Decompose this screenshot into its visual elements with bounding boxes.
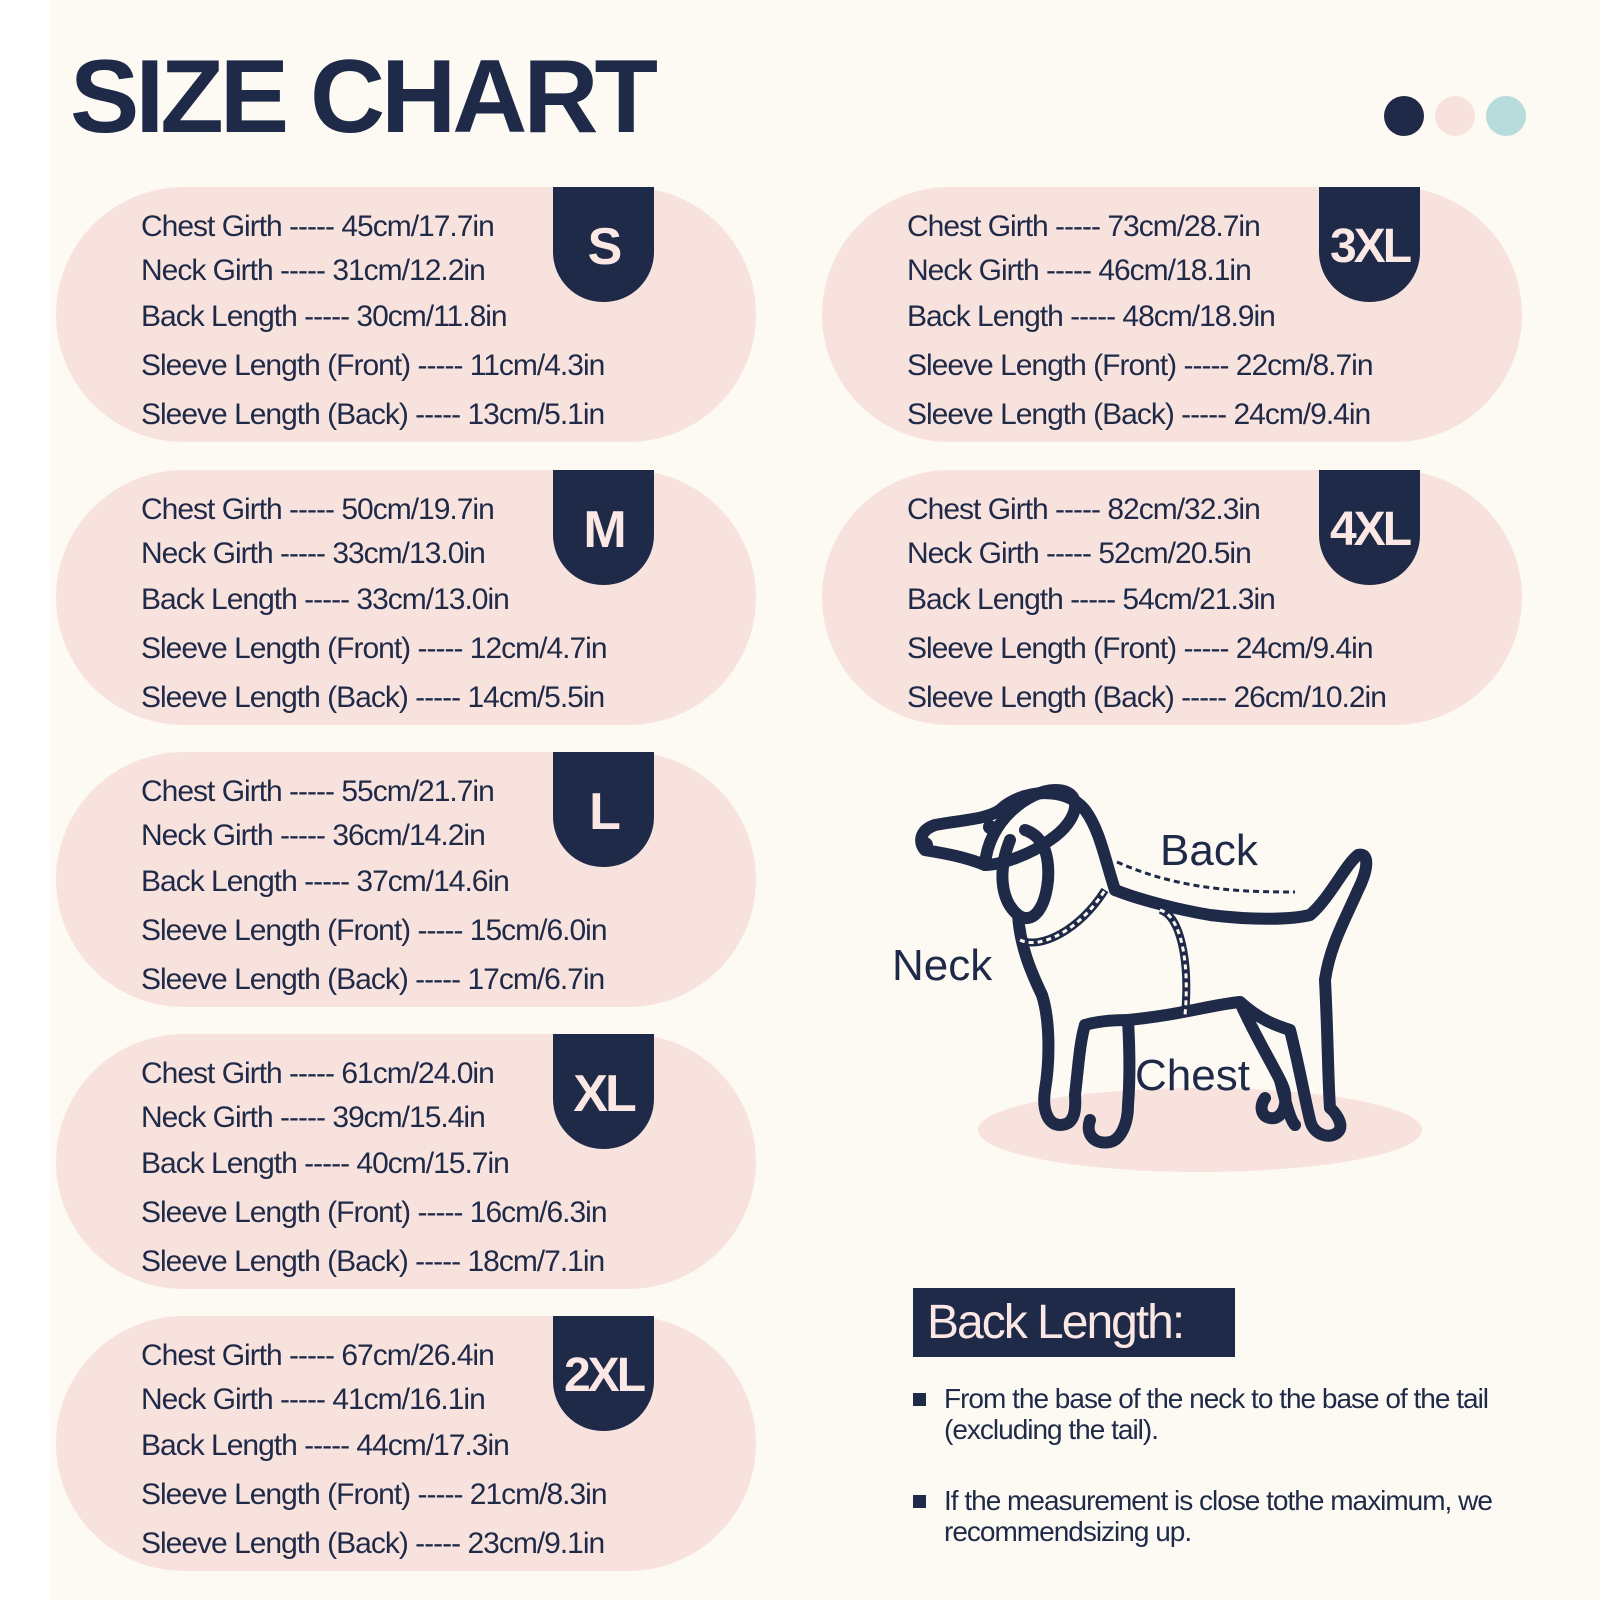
measurement-row: Sleeve Length (Back) ----- 17cm/6.7in <box>141 963 605 996</box>
measurement-row: Neck Girth ----- 39cm/15.4in <box>141 1101 486 1134</box>
measurement-row: Chest Girth ----- 67cm/26.4in <box>141 1339 495 1372</box>
size-badge: 2XL <box>553 1316 654 1431</box>
note-text: From the base of the neck to the base of… <box>944 1383 1489 1445</box>
note-item: If the measurement is close tothe maximu… <box>913 1485 1553 1547</box>
measurement-row: Back Length ----- 40cm/15.7in <box>141 1147 510 1180</box>
measurement-row: Back Length ----- 37cm/14.6in <box>141 865 510 898</box>
measurement-row: Sleeve Length (Back) ----- 18cm/7.1in <box>141 1245 605 1278</box>
size-card-2xl: Chest Girth ----- 67cm/26.4in Neck Girth … <box>56 1316 756 1571</box>
measurement-row: Chest Girth ----- 50cm/19.7in <box>141 493 495 526</box>
label-back: Back <box>1160 826 1259 875</box>
measurement-row: Sleeve Length (Back) ----- 23cm/9.1in <box>141 1527 605 1560</box>
measurement-list: Chest Girth ----- 67cm/26.4in Neck Girth … <box>141 1334 608 1568</box>
measurement-row: Neck Girth ----- 33cm/13.0in <box>141 537 486 570</box>
measurement-list: Chest Girth ----- 50cm/19.7in Neck Girth … <box>141 488 608 722</box>
measure-lines <box>1018 860 1296 1016</box>
measurement-row: Sleeve Length (Front) ----- 16cm/6.3in <box>141 1196 608 1229</box>
measurement-row: Neck Girth ----- 46cm/18.1in <box>907 254 1252 287</box>
measurement-row: Sleeve Length (Back) ----- 26cm/10.2in <box>907 681 1387 714</box>
label-chest: Chest <box>1135 1051 1250 1100</box>
measurement-row: Sleeve Length (Front) ----- 22cm/8.7in <box>907 349 1374 382</box>
measurement-row: Neck Girth ----- 36cm/14.2in <box>141 819 486 852</box>
label-neck: Neck <box>892 941 993 990</box>
color-swatches <box>1384 96 1526 136</box>
dog-eye <box>983 820 997 834</box>
measurement-row: Sleeve Length (Front) ----- 21cm/8.3in <box>141 1478 608 1511</box>
measurement-row: Back Length ----- 33cm/13.0in <box>141 583 510 616</box>
measurement-row: Back Length ----- 44cm/17.3in <box>141 1429 510 1462</box>
size-card-3xl: Chest Girth ----- 73cm/28.7in Neck Girth … <box>822 187 1522 442</box>
measurement-list: Chest Girth ----- 45cm/17.7in Neck Girth … <box>141 205 605 439</box>
measurement-row: Back Length ----- 48cm/18.9in <box>907 300 1276 333</box>
measurement-row: Sleeve Length (Back) ----- 14cm/5.5in <box>141 681 605 714</box>
size-card-l: Chest Girth ----- 55cm/21.7in Neck Girth … <box>56 752 756 1007</box>
size-card-4xl: Chest Girth ----- 82cm/32.3in Neck Girth … <box>822 470 1522 725</box>
size-badge: XL <box>553 1034 654 1149</box>
back-length-notes: From the base of the neck to the base of… <box>913 1383 1553 1587</box>
measurement-row: Sleeve Length (Front) ----- 12cm/4.7in <box>141 632 608 665</box>
dog-measurement-diagram: Back Neck Chest <box>892 784 1422 1172</box>
color-swatch-teal <box>1486 96 1526 136</box>
dog-nose <box>917 837 933 853</box>
size-card-xl: Chest Girth ----- 61cm/24.0in Neck Girth … <box>56 1034 756 1289</box>
measurement-row: Chest Girth ----- 73cm/28.7in <box>907 210 1261 243</box>
measurement-row: Neck Girth ----- 31cm/12.2in <box>141 254 486 287</box>
measurement-list: Chest Girth ----- 82cm/32.3in Neck Girth … <box>907 488 1387 722</box>
color-swatch-pink <box>1435 96 1475 136</box>
measurement-row: Chest Girth ----- 45cm/17.7in <box>141 210 495 243</box>
color-swatch-navy <box>1384 96 1424 136</box>
size-badge: S <box>553 187 654 302</box>
measurement-row: Sleeve Length (Back) ----- 13cm/5.1in <box>141 398 605 431</box>
measurement-list: Chest Girth ----- 73cm/28.7in Neck Girth … <box>907 205 1374 439</box>
measurement-row: Sleeve Length (Front) ----- 15cm/6.0in <box>141 914 608 947</box>
measurement-row: Neck Girth ----- 41cm/16.1in <box>141 1383 486 1416</box>
size-card-m: Chest Girth ----- 50cm/19.7in Neck Girth … <box>56 470 756 725</box>
measurement-list: Chest Girth ----- 55cm/21.7in Neck Girth … <box>141 770 608 1004</box>
note-item: From the base of the neck to the base of… <box>913 1383 1553 1445</box>
page-title: SIZE CHART <box>70 39 658 155</box>
size-badge: M <box>553 470 654 585</box>
size-badge: 4XL <box>1319 470 1420 585</box>
measurement-row: Back Length ----- 30cm/11.8in <box>141 300 508 333</box>
measurement-row: Chest Girth ----- 55cm/21.7in <box>141 775 495 808</box>
dog-icon <box>915 784 1373 1149</box>
back-length-heading: Back Length: <box>913 1288 1235 1357</box>
measurement-row: Sleeve Length (Front) ----- 24cm/9.4in <box>907 632 1374 665</box>
measurement-row: Back Length ----- 54cm/21.3in <box>907 583 1276 616</box>
measurement-row: Sleeve Length (Front) ----- 11cm/4.3in <box>141 349 605 382</box>
bullet-square-icon <box>913 1393 926 1406</box>
size-badge: 3XL <box>1319 187 1420 302</box>
measurement-row: Chest Girth ----- 61cm/24.0in <box>141 1057 495 1090</box>
measurement-list: Chest Girth ----- 61cm/24.0in Neck Girth … <box>141 1052 608 1286</box>
size-badge: L <box>553 752 654 867</box>
note-text: If the measurement is close tothe maximu… <box>944 1485 1493 1547</box>
measurement-row: Sleeve Length (Back) ----- 24cm/9.4in <box>907 398 1371 431</box>
bullet-square-icon <box>913 1495 926 1508</box>
measurement-row: Neck Girth ----- 52cm/20.5in <box>907 537 1252 570</box>
size-card-s: Chest Girth ----- 45cm/17.7in Neck Girth … <box>56 187 756 442</box>
measurement-row: Chest Girth ----- 82cm/32.3in <box>907 493 1261 526</box>
